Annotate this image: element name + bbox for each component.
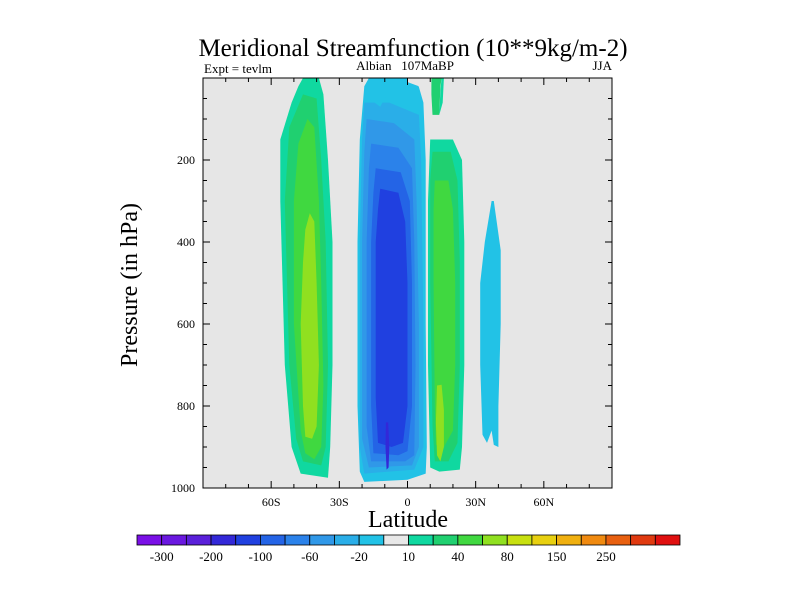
- colorbar-swatch: [457, 534, 483, 546]
- colorbar-swatch: [383, 534, 409, 546]
- region-nh-violet-core: [385, 422, 390, 470]
- colorbar-labels: -300 -200 -100 -60 -20 10 40 80 150 250: [150, 549, 616, 564]
- colorbar-swatch: [630, 534, 656, 546]
- x-tick-label: 60S: [262, 495, 281, 509]
- colorbar-swatch: [580, 534, 607, 546]
- colorbar-swatch: [161, 534, 187, 546]
- region-sh-lime-core: [300, 213, 319, 439]
- colorbar-swatch: [358, 534, 385, 546]
- axis-tick-labels: 60S 30S 0 30N 60N 200 400 600 800 1000: [171, 153, 554, 509]
- colorbar-swatch: [136, 534, 163, 546]
- region-nh-sub-cyan: [480, 201, 501, 447]
- colorbar-label: 10: [402, 549, 415, 564]
- y-tick-label: 600: [177, 317, 195, 331]
- colorbar-label: -300: [150, 549, 174, 564]
- season-label: JJA: [592, 58, 612, 73]
- colorbar-label: 250: [596, 549, 616, 564]
- y-tick-label: 400: [177, 235, 195, 249]
- colorbar-swatch: [309, 534, 335, 546]
- colorbar-swatch: [334, 534, 360, 546]
- colorbar-swatch: [654, 534, 681, 546]
- colorbar-label: -60: [301, 549, 318, 564]
- colorbar-swatch: [284, 534, 311, 546]
- region-eq-left-cyan: [368, 78, 392, 107]
- experiment-label: Expt = tevlm: [204, 61, 272, 76]
- x-tick-label: 30S: [330, 495, 349, 509]
- period-label: Albian 107MaBP: [356, 58, 454, 73]
- region-eq-green-2: [433, 180, 456, 447]
- colorbar-label: 80: [501, 549, 514, 564]
- region-nh-blue-core: [375, 188, 408, 447]
- colorbar-label: -200: [199, 549, 223, 564]
- region-eq-tiny-cyan: [407, 82, 419, 91]
- chart-title: Meridional Streamfunction (10**9kg/m-2): [198, 35, 627, 62]
- colorbar-swatch: [531, 534, 557, 546]
- colorbar: [136, 534, 681, 546]
- colorbar-swatch: [432, 534, 459, 546]
- colorbar-swatch: [408, 534, 434, 546]
- x-tick-label: 0: [405, 495, 411, 509]
- colorbar-swatch: [260, 534, 286, 546]
- y-tick-label: 800: [177, 399, 195, 413]
- y-tick-label: 200: [177, 153, 195, 167]
- colorbar-swatch: [235, 534, 261, 546]
- region-nh-upper-green: [431, 78, 442, 115]
- x-tick-label: 60N: [533, 495, 554, 509]
- y-tick-label: 1000: [171, 481, 195, 495]
- colorbar-label: -20: [350, 549, 367, 564]
- colorbar-swatch: [506, 534, 533, 546]
- x-axis-label: Latitude: [368, 507, 448, 533]
- region-nh-upper-teal: [439, 78, 444, 115]
- region-eq-lime-core: [435, 384, 444, 462]
- axis-ticks: [203, 78, 612, 488]
- colorbar-label: 40: [451, 549, 464, 564]
- y-axis-label: Pressure (in hPa): [117, 203, 143, 367]
- colorbar-swatch: [210, 534, 237, 546]
- colorbar-label: 150: [547, 549, 567, 564]
- contour-regions: [280, 78, 501, 482]
- colorbar-swatch: [556, 534, 582, 546]
- colorbar-label: -100: [248, 549, 272, 564]
- colorbar-swatch: [185, 534, 212, 546]
- colorbar-swatch: [605, 534, 632, 546]
- colorbar-swatch: [482, 534, 508, 546]
- x-tick-label: 30N: [465, 495, 486, 509]
